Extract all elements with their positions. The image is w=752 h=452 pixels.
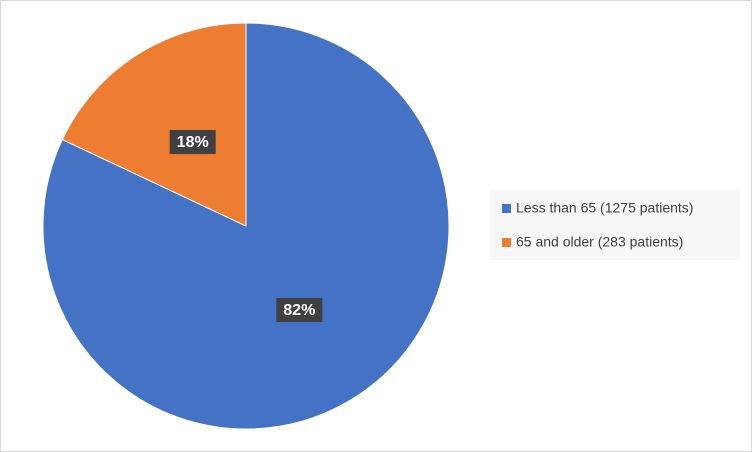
legend-label: Less than 65 (1275 patients) xyxy=(516,200,693,216)
data-label-box xyxy=(276,297,323,322)
data-label: 18% xyxy=(177,134,209,151)
legend-box xyxy=(490,190,740,260)
legend-label: 65 and older (283 patients) xyxy=(516,234,683,250)
legend-swatch xyxy=(502,238,511,247)
data-label-box xyxy=(169,130,216,155)
pie-slice xyxy=(61,22,247,227)
legend-swatch xyxy=(502,204,511,213)
data-label: 82% xyxy=(283,302,315,319)
